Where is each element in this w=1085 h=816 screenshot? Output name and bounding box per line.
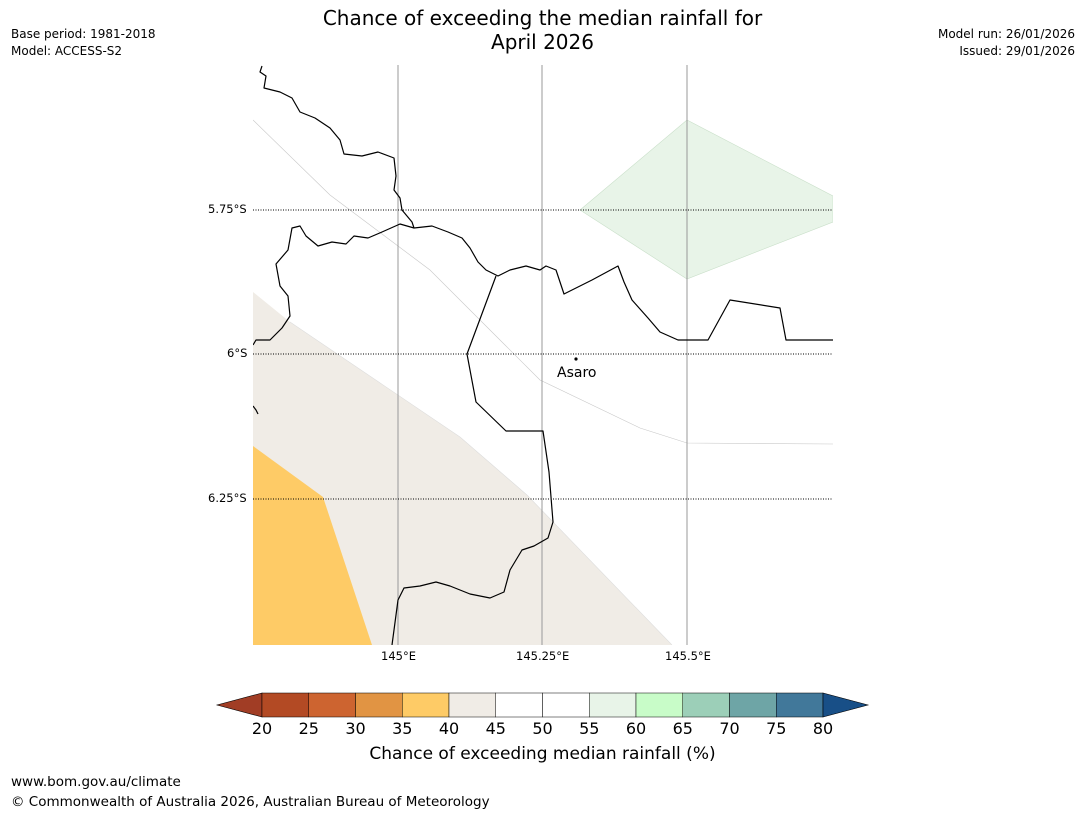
- lat-label-6-25: 6.25°S: [208, 491, 247, 505]
- border-line-2: [253, 223, 833, 346]
- colorbar-segment: [402, 692, 450, 718]
- colorbar-tick-label: 55: [579, 719, 600, 738]
- meta-left: Base period: 1981-2018 Model: ACCESS-S2: [11, 26, 156, 60]
- map-title: Chance of exceeding the median rainfall …: [0, 6, 1085, 54]
- colorbar-segment: [542, 692, 590, 718]
- colorbar-segment: [355, 692, 403, 718]
- colorbar-tick-label: 75: [766, 719, 787, 738]
- band-55-60: [579, 119, 833, 280]
- model-name: Model: ACCESS-S2: [11, 44, 123, 58]
- colorbar-extend-low: [215, 692, 263, 718]
- meta-right: Model run: 26/01/2026 Issued: 29/01/2026: [938, 26, 1075, 60]
- contour-line: [253, 119, 833, 445]
- colorbar-segment: [589, 692, 637, 718]
- band-35-40: [253, 446, 372, 645]
- lon-label-145: 145°E: [381, 649, 416, 663]
- colorbar-tick-label: 20: [251, 719, 273, 738]
- title-line-2: April 2026: [491, 30, 594, 54]
- colorbar-segment: [682, 692, 730, 718]
- border-line: [259, 65, 415, 229]
- colorbar-segment: [308, 692, 356, 718]
- colorbar-segment: [776, 692, 824, 718]
- colorbar-title: Chance of exceeding median rainfall (%): [369, 744, 716, 764]
- colorbar-segment: [729, 692, 777, 718]
- border-line-3: [391, 275, 554, 645]
- colorbar-segment: [635, 692, 683, 718]
- colorbar: [215, 692, 870, 718]
- footer-copyright: © Commonwealth of Australia 2026, Austra…: [11, 794, 490, 810]
- colorbar-tick-label: 45: [485, 719, 506, 738]
- colorbar-segment: [448, 692, 496, 718]
- colorbar-tick-label: 80: [812, 719, 834, 738]
- colorbar-tick-label: 60: [625, 719, 647, 738]
- base-period: Base period: 1981-2018: [11, 27, 156, 41]
- lat-label-5-75: 5.75°S: [208, 202, 247, 216]
- title-line-1: Chance of exceeding the median rainfall …: [322, 6, 763, 30]
- band-40-45: [253, 292, 672, 645]
- asaro-marker: [574, 357, 578, 361]
- contour-line-2: [289, 321, 673, 645]
- colorbar-tick-label: 65: [672, 719, 693, 738]
- colorbar-segment: [495, 692, 543, 718]
- map-area: [253, 65, 833, 645]
- colorbar-tick-label: 40: [438, 719, 460, 738]
- lat-label-6: 6°S: [227, 346, 248, 360]
- colorbar-tick-label: 70: [719, 719, 740, 738]
- colorbar-tick-label: 25: [298, 719, 319, 738]
- colorbar-segment: [261, 692, 309, 718]
- lon-label-145-25: 145.25°E: [516, 649, 570, 663]
- colorbar-tick-label: 50: [532, 719, 553, 738]
- lon-label-145-5: 145.5°E: [665, 649, 711, 663]
- colorbar-tick-label: 35: [392, 719, 413, 738]
- model-run: Model run: 26/01/2026: [937, 27, 1075, 41]
- colorbar-tick-label: 30: [345, 719, 366, 738]
- colorbar-extend-high: [822, 692, 870, 718]
- footer-url: www.bom.gov.au/climate: [11, 774, 181, 790]
- border-stub: [253, 405, 259, 415]
- issued-date: Issued: 29/01/2026: [959, 44, 1075, 58]
- place-label-asaro: Asaro: [557, 365, 597, 381]
